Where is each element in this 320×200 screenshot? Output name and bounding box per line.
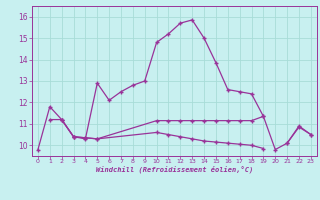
X-axis label: Windchill (Refroidissement éolien,°C): Windchill (Refroidissement éolien,°C) xyxy=(96,166,253,173)
